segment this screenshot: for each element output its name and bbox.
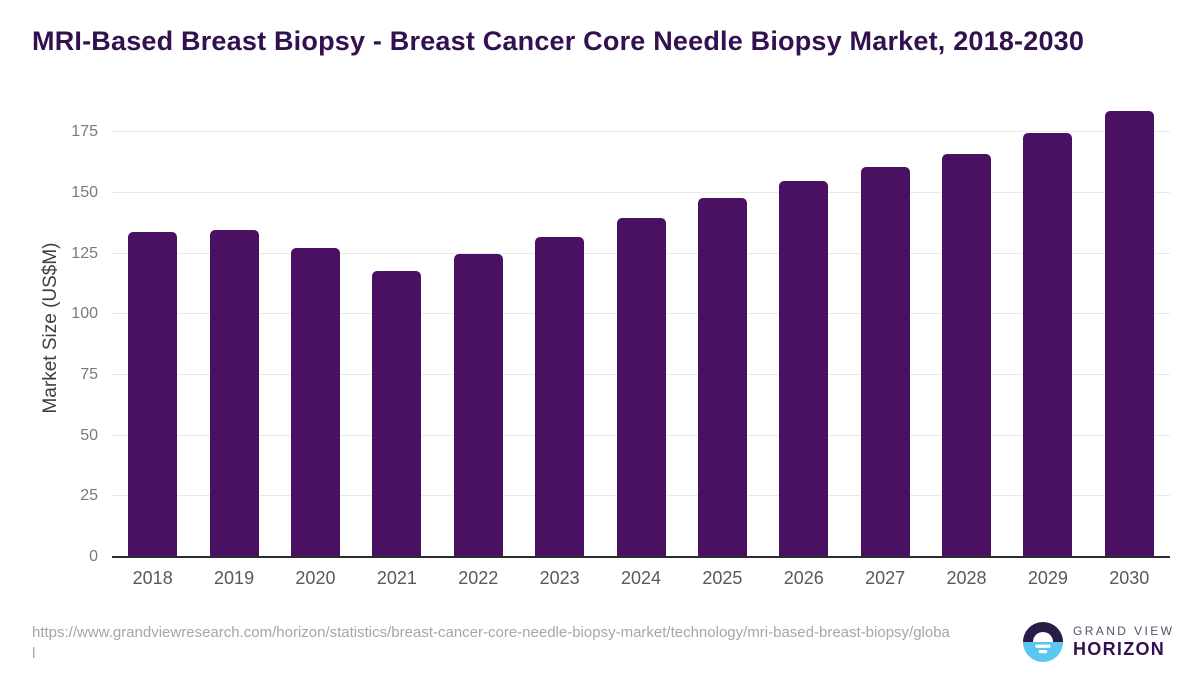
brand-logo: GRAND VIEW HORIZON [1022, 621, 1174, 663]
x-tick-label-2018: 2018 [132, 568, 173, 588]
y-tick-label-75: 75 [80, 365, 98, 383]
plot-area [112, 100, 1170, 558]
gridline-175 [112, 131, 1170, 133]
bar-2025 [697, 198, 747, 557]
x-tick-label-2020: 2020 [295, 568, 336, 588]
bar-2030 [1104, 110, 1154, 557]
bar-2023 [535, 236, 585, 557]
bar-2020 [290, 247, 340, 557]
x-tick-label-2026: 2026 [783, 568, 824, 588]
y-tick-label-125: 125 [71, 244, 98, 262]
x-tick-label-2021: 2021 [376, 568, 417, 588]
y-tick-label-0: 0 [89, 548, 98, 565]
bar-2021 [372, 270, 422, 557]
y-tick-label-50: 50 [80, 426, 98, 444]
x-axis-line [112, 556, 1170, 558]
x-tick-label-2027: 2027 [865, 568, 906, 588]
sun-over-horizon-icon [1022, 621, 1064, 663]
brand-name-top: GRAND VIEW [1073, 624, 1175, 638]
bar-2029 [1023, 133, 1073, 557]
x-tick-label-2023: 2023 [539, 568, 580, 588]
y-tick-label-150: 150 [71, 183, 98, 201]
bar-2024 [616, 218, 666, 557]
chart-title: MRI-Based Breast Biopsy - Breast Cancer … [32, 26, 1085, 56]
bar-2018 [128, 232, 178, 557]
bar-2028 [942, 154, 992, 557]
y-axis-title: Market Size (US$M) [40, 242, 61, 414]
x-tick-label-2028: 2028 [946, 568, 987, 588]
x-tick-label-2029: 2029 [1027, 568, 1068, 588]
y-tick-label-100: 100 [71, 305, 98, 323]
x-tick-label-2022: 2022 [458, 568, 499, 588]
bar-2019 [209, 230, 259, 557]
bar-2026 [779, 180, 829, 557]
source-url: https://www.grandviewresearch.com/horizo… [32, 624, 950, 662]
x-tick-label-2019: 2019 [214, 568, 255, 588]
brand-name: GRAND VIEW HORIZON [1073, 624, 1174, 660]
x-tick-label-2030: 2030 [1109, 568, 1150, 588]
x-tick-label-2025: 2025 [702, 568, 743, 588]
y-tick-label-175: 175 [71, 123, 98, 141]
x-tick-label-2024: 2024 [620, 568, 662, 588]
y-tick-label-25: 25 [80, 487, 98, 505]
brand-name-bottom: HORIZON [1073, 639, 1166, 659]
gridline-150 [112, 191, 1170, 193]
bar-2027 [860, 166, 910, 557]
bar-2022 [453, 254, 503, 557]
